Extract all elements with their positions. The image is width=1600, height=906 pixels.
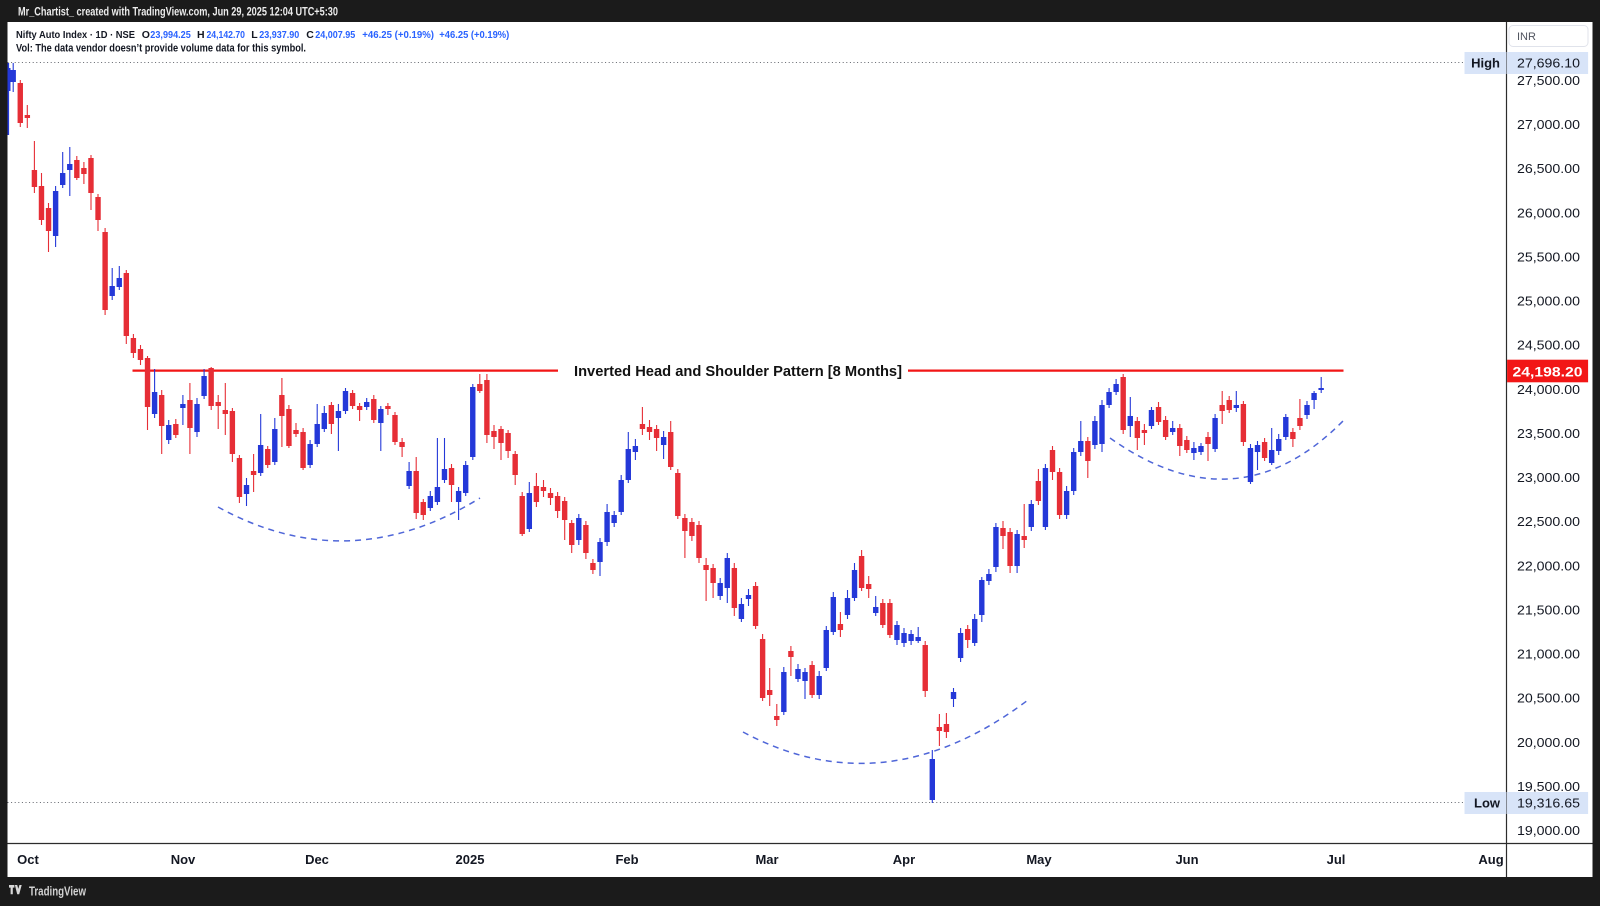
svg-text:+46.25 (+0.19%): +46.25 (+0.19%) <box>362 29 434 41</box>
svg-text:21,000.00: 21,000.00 <box>1517 647 1580 662</box>
svg-text:24,007.95: 24,007.95 <box>315 29 355 41</box>
svg-text:C: C <box>306 29 314 41</box>
svg-text:19,316.65: 19,316.65 <box>1517 796 1580 811</box>
svg-text:27,500.00: 27,500.00 <box>1517 73 1580 88</box>
svg-text:21,500.00: 21,500.00 <box>1517 602 1580 617</box>
svg-text:Feb: Feb <box>615 852 638 867</box>
svg-text:26,500.00: 26,500.00 <box>1517 161 1580 176</box>
svg-text:19,000.00: 19,000.00 <box>1517 823 1580 838</box>
svg-text:INR: INR <box>1517 31 1536 43</box>
svg-text:Vol: The data vendor doesn’t p: Vol: The data vendor doesn’t provide vol… <box>16 43 306 55</box>
svg-text:Nov: Nov <box>171 852 196 867</box>
svg-text:27,000.00: 27,000.00 <box>1517 117 1580 132</box>
svg-text:May: May <box>1026 852 1052 867</box>
svg-text:Mar: Mar <box>755 852 778 867</box>
svg-text:20,500.00: 20,500.00 <box>1517 691 1580 706</box>
svg-text:Oct: Oct <box>17 852 39 867</box>
svg-text:27,696.10: 27,696.10 <box>1517 56 1580 71</box>
svg-text:22,500.00: 22,500.00 <box>1517 514 1580 529</box>
svg-text:25,000.00: 25,000.00 <box>1517 294 1580 309</box>
svg-text:24,198.20: 24,198.20 <box>1513 364 1583 380</box>
svg-text:23,994.25: 23,994.25 <box>150 29 191 41</box>
svg-text:O: O <box>142 29 150 41</box>
svg-text:Mr_Chartist_ created with Trad: Mr_Chartist_ created with TradingView.co… <box>18 7 338 19</box>
svg-text:24,000.00: 24,000.00 <box>1517 382 1580 397</box>
svg-text:Aug: Aug <box>1478 852 1503 867</box>
svg-text:Low: Low <box>1474 796 1501 811</box>
svg-text:25,500.00: 25,500.00 <box>1517 250 1580 265</box>
svg-text:+46.25 (+0.19%): +46.25 (+0.19%) <box>439 29 509 41</box>
svg-text:26,000.00: 26,000.00 <box>1517 205 1580 220</box>
svg-text:H: H <box>197 29 205 41</box>
svg-text:Dec: Dec <box>305 852 329 867</box>
svg-text:23,500.00: 23,500.00 <box>1517 426 1580 441</box>
svg-text:20,000.00: 20,000.00 <box>1517 735 1580 750</box>
svg-text:22,000.00: 22,000.00 <box>1517 558 1580 573</box>
svg-text:TradingView: TradingView <box>29 885 86 899</box>
svg-text:23,000.00: 23,000.00 <box>1517 470 1580 485</box>
svg-text:24,142.70: 24,142.70 <box>207 29 246 41</box>
svg-text:L: L <box>251 29 258 41</box>
svg-text:24,500.00: 24,500.00 <box>1517 338 1580 353</box>
svg-text:Apr: Apr <box>893 852 915 867</box>
svg-text:Jun: Jun <box>1175 852 1198 867</box>
svg-text:Inverted Head and Shoulder Pat: Inverted Head and Shoulder Pattern [8 Mo… <box>574 363 902 380</box>
svg-text:Jul: Jul <box>1327 852 1346 867</box>
svg-text:Nifty Auto Index · 1D · NSE: Nifty Auto Index · 1D · NSE <box>16 29 135 41</box>
svg-text:2025: 2025 <box>456 852 485 867</box>
svg-text:23,937.90: 23,937.90 <box>259 29 299 41</box>
svg-text:High: High <box>1471 56 1500 71</box>
svg-text:19,500.00: 19,500.00 <box>1517 779 1580 794</box>
